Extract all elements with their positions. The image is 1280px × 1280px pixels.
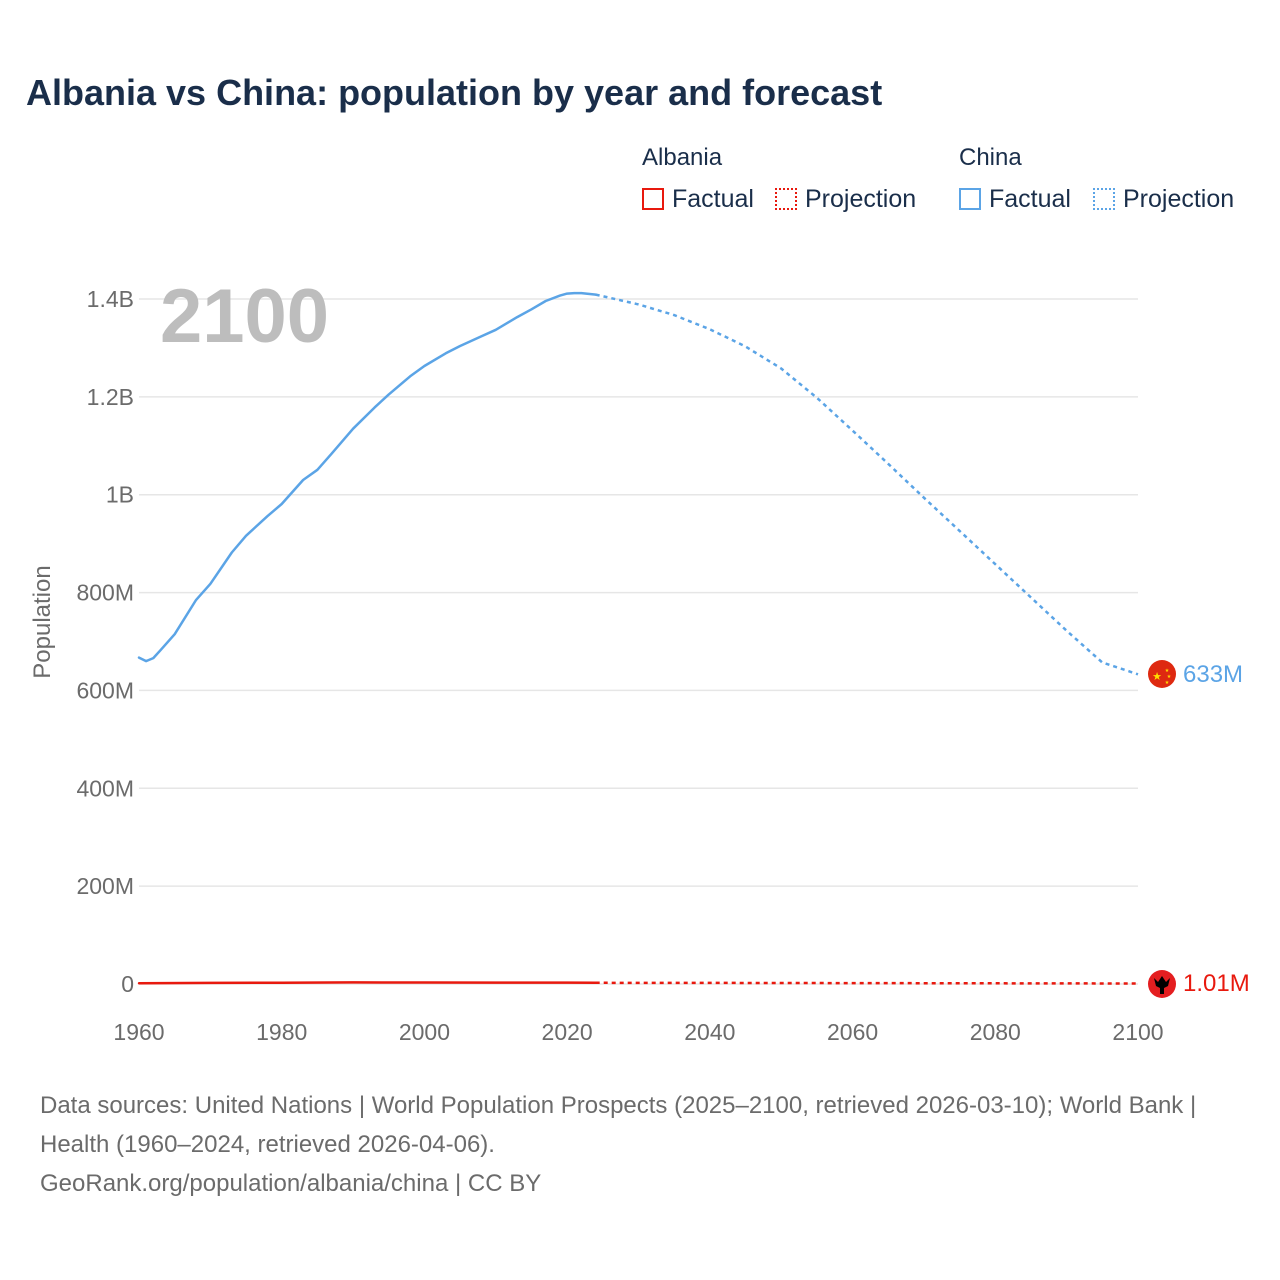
population-chart: 0 200M 400M 600M 800M 1B 1.2B 1.4B 1960 1980 2000 2… [29,274,1250,1045]
x-tick-label: 1960 [113,1019,164,1045]
series-layer [137,291,1139,985]
x-tick-label: 2060 [827,1019,878,1045]
x-tick-label: 1980 [256,1019,307,1045]
year-watermark: 2100 [160,274,329,359]
y-tick-label: 200M [76,873,134,899]
albania-flag-icon [1148,970,1176,998]
legend-swatch-china-projection [1093,188,1115,210]
x-tick-label: 2040 [684,1019,735,1045]
legend-group-albania: Albania [642,144,723,171]
china-flag-icon: ★ ★ ★ ★ [1148,660,1176,688]
y-tick-label: 1.4B [87,286,134,312]
legend-swatch-china-factual [959,188,981,210]
china-end-label: 633M [1183,661,1243,688]
albania-factual-line[interactable] [137,981,597,985]
albania-projection-line[interactable] [595,981,1139,985]
x-tick-label: 2000 [399,1019,450,1045]
legend-label: Factual [672,184,754,213]
svg-text:★: ★ [1152,670,1162,683]
y-tick-label: 400M [76,775,134,801]
legend-label: Projection [805,184,917,213]
albania-end-label: 1.01M [1183,970,1250,997]
china-factual-line[interactable] [137,291,597,663]
y-tick-label: 0 [121,971,134,997]
legend-label: Projection [1123,184,1235,213]
svg-text:★: ★ [1165,668,1170,674]
footer-sources: Data sources: United Nations | World Pop… [40,1092,1197,1158]
chart-title: Albania vs China: population by year and… [26,72,883,113]
legend-group-china: China [959,144,1022,171]
legend-swatch-albania-factual [642,188,664,210]
svg-text:★: ★ [1167,674,1172,680]
legend-label: Factual [989,184,1071,213]
legend-albania-factual[interactable]: Factual [642,184,754,214]
y-tick-label: 1B [106,482,134,508]
footer: Data sources: United Nations | World Pop… [40,1086,1240,1203]
svg-text:★: ★ [1165,680,1170,686]
legend-china-factual[interactable]: Factual [959,184,1071,214]
grid-layer [139,298,1138,985]
y-axis-title: Population [29,565,56,678]
axis-layer: 0 200M 400M 600M 800M 1B 1.2B 1.4B 1960 1980 2000 2… [76,286,1163,1045]
y-tick-label: 800M [76,580,134,606]
x-tick-label: 2080 [970,1019,1021,1045]
y-tick-label: 1.2B [87,384,134,410]
china-projection-line[interactable] [595,293,1139,676]
x-tick-label: 2020 [542,1019,593,1045]
legend-albania-projection[interactable]: Projection [775,184,916,214]
legend-china-projection[interactable]: Projection [1093,184,1234,214]
x-tick-label: 2100 [1112,1019,1163,1045]
legend-swatch-albania-projection [775,188,797,210]
footer-credit: GeoRank.org/population/albania/china | C… [40,1170,542,1197]
y-tick-label: 600M [76,677,134,703]
